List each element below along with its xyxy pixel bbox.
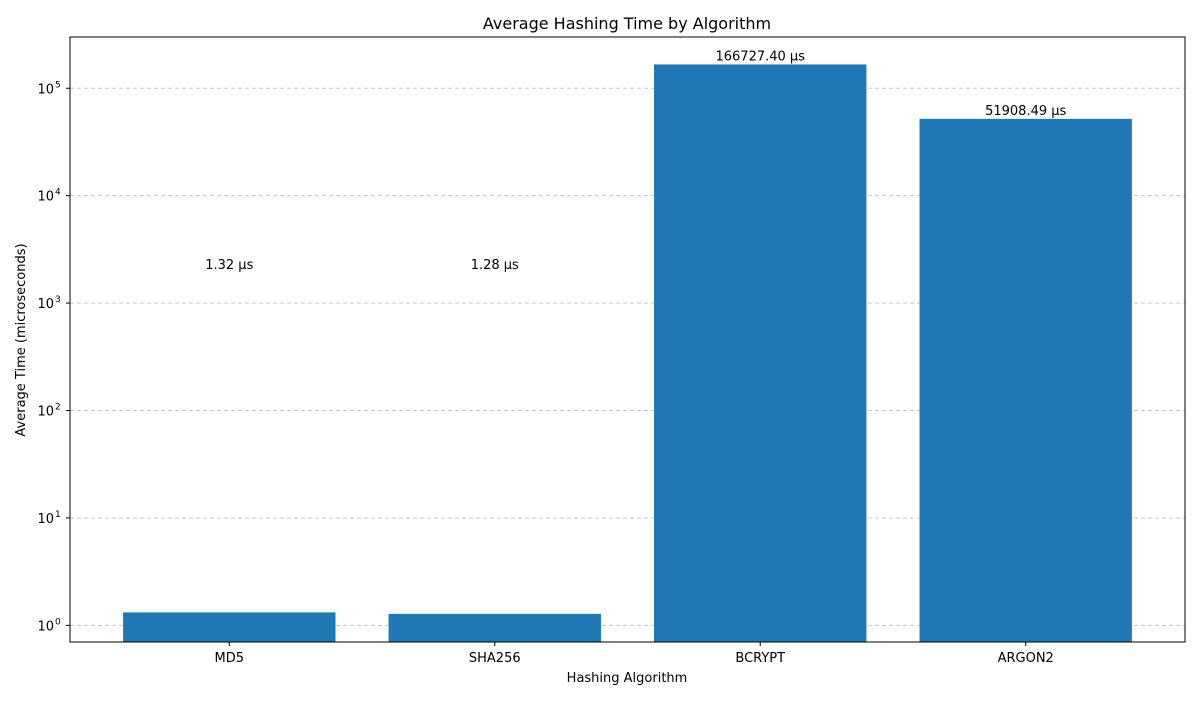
y-tick-label: 10 <box>37 190 54 205</box>
bar-md5 <box>123 612 336 642</box>
x-tick-label: ARGON2 <box>998 651 1054 666</box>
y-tick-label: 10 <box>37 405 54 420</box>
y-tick-exponent: 5 <box>55 80 61 90</box>
x-tick-label: SHA256 <box>469 651 521 666</box>
y-tick-label: 10 <box>37 619 54 634</box>
y-tick-exponent: 1 <box>55 510 61 520</box>
data-label-argon2: 51908.49 µs <box>985 104 1066 119</box>
x-tick-label: MD5 <box>215 651 245 666</box>
x-tick-label: BCRYPT <box>735 651 785 666</box>
data-label-bcrypt: 166727.40 µs <box>715 49 805 64</box>
bar-argon2 <box>919 118 1132 643</box>
bar-sha256 <box>388 613 601 642</box>
y-tick-label: 10 <box>37 297 54 312</box>
bar-bcrypt <box>654 64 867 643</box>
x-axis-label: Hashing Algorithm <box>567 671 688 686</box>
y-tick-exponent: 4 <box>55 188 61 198</box>
y-tick-exponent: 3 <box>55 295 61 305</box>
y-axis-label: Average Time (microseconds) <box>14 243 29 436</box>
data-labels: 1.32 µs 1.28 µs 166727.40 µs 51908.49 µs <box>205 49 1066 272</box>
y-tick-exponent: 0 <box>55 617 61 627</box>
bars <box>123 64 1132 643</box>
y-tick-label: 10 <box>37 512 54 527</box>
data-label-sha256: 1.28 µs <box>471 258 519 273</box>
y-tick-label: 10 <box>37 82 54 97</box>
y-tick-exponent: 2 <box>55 403 61 413</box>
x-axis-ticks: MD5 SHA256 BCRYPT ARGON2 <box>215 642 1054 666</box>
plot-frame <box>69 36 1186 643</box>
chart-title: Average Hashing Time by Algorithm <box>483 14 771 33</box>
data-label-md5: 1.32 µs <box>205 258 253 273</box>
